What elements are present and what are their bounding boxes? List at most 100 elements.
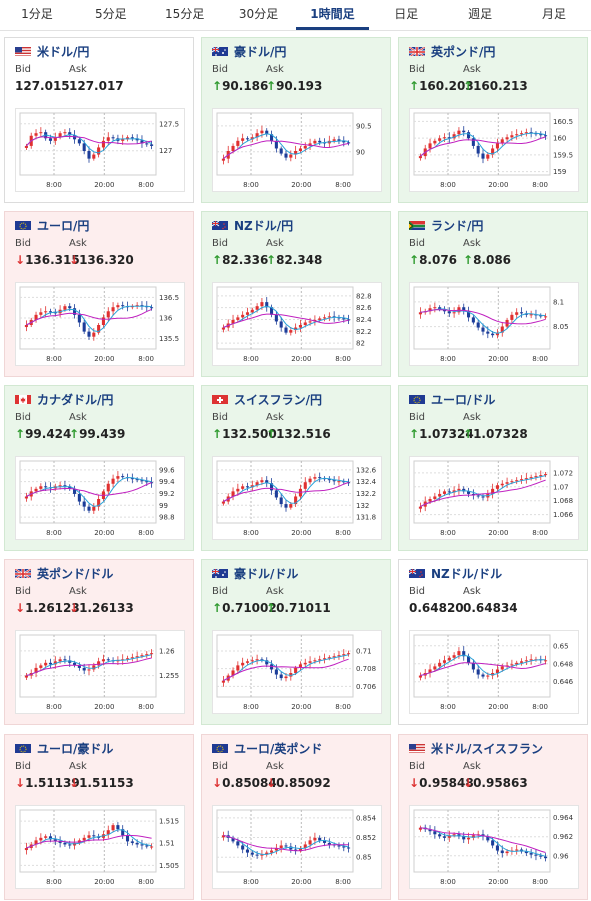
tab-5[interactable]: 日足	[394, 7, 419, 21]
candle-body	[231, 145, 235, 152]
tab-4[interactable]: 1時間足	[295, 0, 370, 30]
rate-card[interactable]: カナダドル/円 Bid Ask ↑99.424 ↑99.439 8:00 20:00 8:00…	[4, 385, 194, 551]
moving-average-slow	[420, 479, 546, 508]
rate-card[interactable]: ランド/円 Bid Ask ↑8.076 ↑8.086 8:00 20:00 8:00 8.1 8…	[398, 211, 588, 377]
rate-card[interactable]: スイスフラン/円 Bid Ask ↑132.500 ↑132.516 8:00 20:00 8…	[201, 385, 391, 551]
plot-frame	[413, 634, 551, 698]
tab-2[interactable]: 15分足	[165, 7, 205, 21]
y-tick-label: 0.962	[553, 833, 573, 841]
rate-card[interactable]: ユーロ/円 Bid Ask ↓136.315 ↓136.320 8:00 20:00 8:00…	[4, 211, 194, 377]
x-tick-label: 8:00	[243, 878, 259, 886]
pair-name: 米ドル/円	[37, 44, 90, 59]
x-tick-label: 8:00	[243, 529, 259, 537]
pair-title[interactable]: ユーロ/豪ドル	[15, 739, 113, 757]
ask-value: ↓0.95863	[463, 776, 528, 790]
candle-body	[130, 306, 134, 308]
mini-chart[interactable]: 8:00 20:00 8:00 160.5 160 159.5 159	[409, 108, 579, 192]
rate-card[interactable]: 豪ドル/円 Bid Ask ↑90.186 ↑90.193 8:00 20:00 8:00 90…	[201, 37, 391, 203]
arrow-up-icon: ↑	[266, 253, 277, 267]
candle-body	[87, 331, 91, 337]
rate-card[interactable]: 豪ドル/ドル Bid Ask ↑0.71002 ↑0.71011 8:00 20:00 8:0…	[201, 559, 391, 725]
mini-chart[interactable]: 8:00 20:00 8:00 82.8 82.6 82.4 82.2 82	[212, 282, 382, 366]
candle-body	[327, 479, 331, 481]
moving-average-fast	[223, 133, 349, 159]
candle-body	[116, 825, 120, 830]
tab-6[interactable]: 週足	[468, 7, 493, 21]
rate-card[interactable]: 英ポンド/ドル Bid Ask ↓1.26123 ↓1.26133 8:00 20:00 8:…	[4, 559, 194, 725]
tab-7[interactable]: 月足	[542, 7, 567, 21]
x-tick-label: 8:00	[243, 703, 259, 711]
y-tick-label: 82.6	[356, 304, 372, 312]
rate-card[interactable]: ユーロ/ドル Bid Ask ↑1.07324 ↑1.07328 8:00 20:00 8:0…	[398, 385, 588, 551]
x-tick-label: 8:00	[46, 181, 62, 189]
x-tick-label: 8:00	[532, 529, 548, 537]
rate-card[interactable]: ユーロ/豪ドル Bid Ask ↓1.51139 ↓1.51153 8:00 20:00 8:…	[4, 734, 194, 900]
pair-title[interactable]: カナダドル/円	[15, 390, 113, 408]
mini-chart[interactable]: 8:00 20:00 8:00 0.964 0.962 0.96	[409, 805, 579, 889]
x-tick-label: 8:00	[46, 529, 62, 537]
candle-body	[337, 655, 341, 657]
pair-title[interactable]: 米ドル/円	[15, 42, 89, 60]
candle-body	[342, 318, 346, 320]
x-tick-label: 20:00	[291, 878, 311, 886]
candlestick-chart: 8:00 20:00 8:00 1.072 1.07 1.068 1.066	[413, 460, 574, 537]
mini-chart[interactable]: 8:00 20:00 8:00 90.5 90	[212, 108, 382, 192]
ask-value: ↓1.51153	[69, 776, 134, 790]
y-tick-label: 159.5	[553, 151, 573, 159]
flag-icon	[15, 46, 31, 56]
candle-body	[332, 656, 336, 658]
pair-title[interactable]: NZドル/円	[212, 216, 293, 234]
candle-body	[433, 666, 437, 670]
mini-chart[interactable]: 8:00 20:00 8:00 0.854 0.852 0.85	[212, 805, 382, 889]
rate-card[interactable]: ユーロ/英ポンド Bid Ask ↓0.85084 ↓0.85092 8:00 20:00 8…	[201, 734, 391, 900]
plot-frame	[19, 809, 157, 873]
mini-chart[interactable]: 8:00 20:00 8:00 0.71 0.708 0.706	[212, 630, 382, 714]
ask-value: ↑1.07328	[463, 427, 528, 441]
pair-title[interactable]: 豪ドル/ドル	[212, 564, 298, 582]
pair-title[interactable]: スイスフラン/円	[212, 390, 322, 408]
pair-title[interactable]: ユーロ/円	[15, 216, 89, 234]
candle-body	[500, 850, 504, 854]
pair-title[interactable]: 英ポンド/ドル	[15, 564, 113, 582]
mini-chart[interactable]: 8:00 20:00 8:00 8.1 8.05	[409, 282, 579, 366]
candle-body	[308, 321, 312, 323]
bid-value: ↑8.076	[409, 253, 458, 267]
mini-chart[interactable]: 8:00 20:00 8:00 132.6 132.4 132.2 132 131.8	[212, 456, 382, 540]
mini-chart[interactable]: 8:00 20:00 8:00 127.5 127	[15, 108, 185, 192]
candle-body	[106, 311, 110, 318]
candle-body	[48, 138, 53, 141]
pair-title[interactable]: NZドル/ドル	[409, 564, 502, 582]
mini-chart[interactable]: 8:00 20:00 8:00 1.072 1.07 1.068 1.066	[409, 456, 579, 540]
y-tick-label: 0.964	[553, 814, 574, 822]
rate-card[interactable]: NZドル/円 Bid Ask ↑82.336 ↑82.348 8:00 20:00 8:00 8…	[201, 211, 391, 377]
rate-card[interactable]: 米ドル/円 Bid Ask 127.015 127.017 8:00 20:00 8:00 12…	[4, 37, 194, 203]
tab-0[interactable]: 1分足	[21, 7, 53, 21]
mini-chart[interactable]: 8:00 20:00 8:00 1.515 1.51 1.505	[15, 805, 185, 889]
mini-chart[interactable]: 8:00 20:00 8:00 136.5 136 135.5	[15, 282, 185, 366]
rate-card[interactable]: 米ドル/スイスフラン Bid Ask ↓0.95848 ↓0.95863 8:00 20:0…	[398, 734, 588, 900]
candle-body	[519, 312, 524, 314]
mini-chart[interactable]: 8:00 20:00 8:00 0.65 0.648 0.646	[409, 630, 579, 714]
pair-title[interactable]: ユーロ/ドル	[409, 390, 495, 408]
candle-body	[418, 675, 422, 678]
pair-title[interactable]: 米ドル/スイスフラン	[409, 739, 543, 757]
pair-title[interactable]: 英ポンド/円	[409, 42, 495, 60]
x-tick-label: 20:00	[488, 181, 508, 189]
candle-body	[457, 307, 461, 313]
rate-card[interactable]: 英ポンド/円 Bid Ask ↑160.203 ↑160.213 8:00 20:00 8:0…	[398, 37, 588, 203]
candle-body	[342, 481, 346, 483]
tab-1[interactable]: 5分足	[94, 7, 127, 21]
x-tick-label: 8:00	[138, 181, 154, 189]
candle-body	[457, 130, 461, 135]
pair-title[interactable]: ランド/円	[409, 216, 483, 234]
rate-card[interactable]: NZドル/ドル Bid Ask 0.64820 0.64834 8:00 20:00 8:00…	[398, 559, 588, 725]
mini-chart[interactable]: 8:00 20:00 8:00 1.26 1.255	[15, 630, 185, 714]
y-tick-label: 82.4	[356, 316, 372, 324]
candle-body	[495, 332, 499, 336]
y-tick-label: 0.65	[553, 642, 569, 650]
tab-3[interactable]: 30分足	[238, 7, 279, 21]
pair-title[interactable]: 豪ドル/円	[212, 42, 286, 60]
pair-title[interactable]: ユーロ/英ポンド	[212, 739, 322, 757]
candle-body	[116, 660, 120, 662]
mini-chart[interactable]: 8:00 20:00 8:00 99.6 99.4 99.2 99 98.8	[15, 456, 185, 540]
